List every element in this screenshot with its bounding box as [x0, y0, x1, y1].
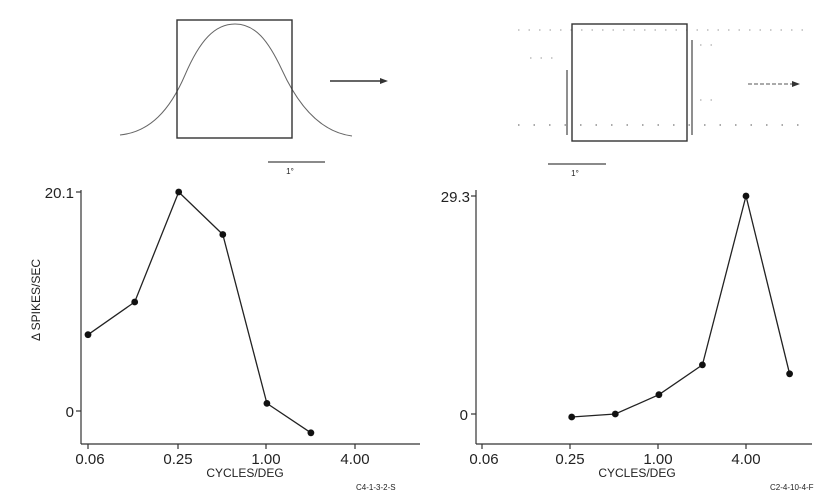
left-motion-arrow	[330, 78, 388, 84]
left-stimulus-diagram: 1°	[119, 19, 388, 176]
left-x-ticks	[87, 444, 356, 449]
right-data-point-4	[699, 361, 706, 369]
right-x-tick-label-1: 0.06	[469, 451, 498, 468]
right-data-point-1	[568, 413, 576, 421]
right-stimulus-diagram: 1°	[518, 23, 810, 178]
right-motion-arrow	[748, 81, 800, 87]
left-series-line	[87, 190, 312, 434]
right-series-points	[568, 192, 793, 421]
left-y-tick-label-zero: 0	[66, 404, 74, 421]
right-scale-bar-label: 1°	[571, 169, 579, 178]
right-y-tick-label-top: 29.3	[441, 189, 470, 206]
right-x-tick-label-4: 4.00	[731, 451, 760, 468]
right-chart: 29.3 0 0.06 0.25 1.00 4.00 CYCLES/DEG C2…	[441, 189, 814, 492]
left-series-points	[84, 188, 315, 437]
right-data-point-5	[742, 192, 750, 200]
right-data-point-6	[786, 370, 793, 378]
left-tuning-profile-curve	[119, 23, 353, 137]
left-x-tick-label-4: 4.00	[340, 451, 369, 468]
left-data-point-5	[263, 400, 271, 407]
left-data-point-6	[307, 429, 315, 437]
right-x-tick-label-2: 0.25	[555, 451, 584, 468]
left-x-tick-label-3: 1.00	[251, 451, 280, 468]
right-receptive-field-box	[571, 23, 688, 142]
left-y-tick-label-top: 20.1	[45, 185, 74, 202]
left-data-point-2	[131, 298, 139, 306]
left-data-point-3	[175, 188, 183, 196]
left-chart: 20.1 0 Δ SPIKES/SEC 0.06 0.25 1.00 4.00 …	[29, 185, 420, 492]
left-x-axis-label: CYCLES/DEG	[206, 466, 283, 480]
left-y-axis-label: Δ SPIKES/SEC	[29, 259, 43, 341]
right-y-tick-label-zero: 0	[460, 407, 468, 424]
right-x-ticks	[481, 444, 747, 449]
left-data-point-4	[219, 231, 227, 238]
right-chart-code: C2-4-10-4-F	[770, 483, 814, 492]
left-data-point-1	[84, 331, 92, 339]
left-chart-code: C4-1-3-2-S	[356, 483, 396, 492]
left-x-tick-label-2: 0.25	[163, 451, 192, 468]
right-x-tick-label-3: 1.00	[643, 451, 672, 468]
left-receptive-field-box	[176, 19, 293, 139]
right-x-axis-label: CYCLES/DEG	[598, 466, 675, 480]
left-scale-bar-label: 1°	[286, 167, 294, 176]
right-data-point-2	[611, 410, 619, 418]
right-data-point-3	[655, 391, 663, 399]
right-series-line	[571, 195, 791, 418]
left-x-tick-label-1: 0.06	[75, 451, 104, 468]
